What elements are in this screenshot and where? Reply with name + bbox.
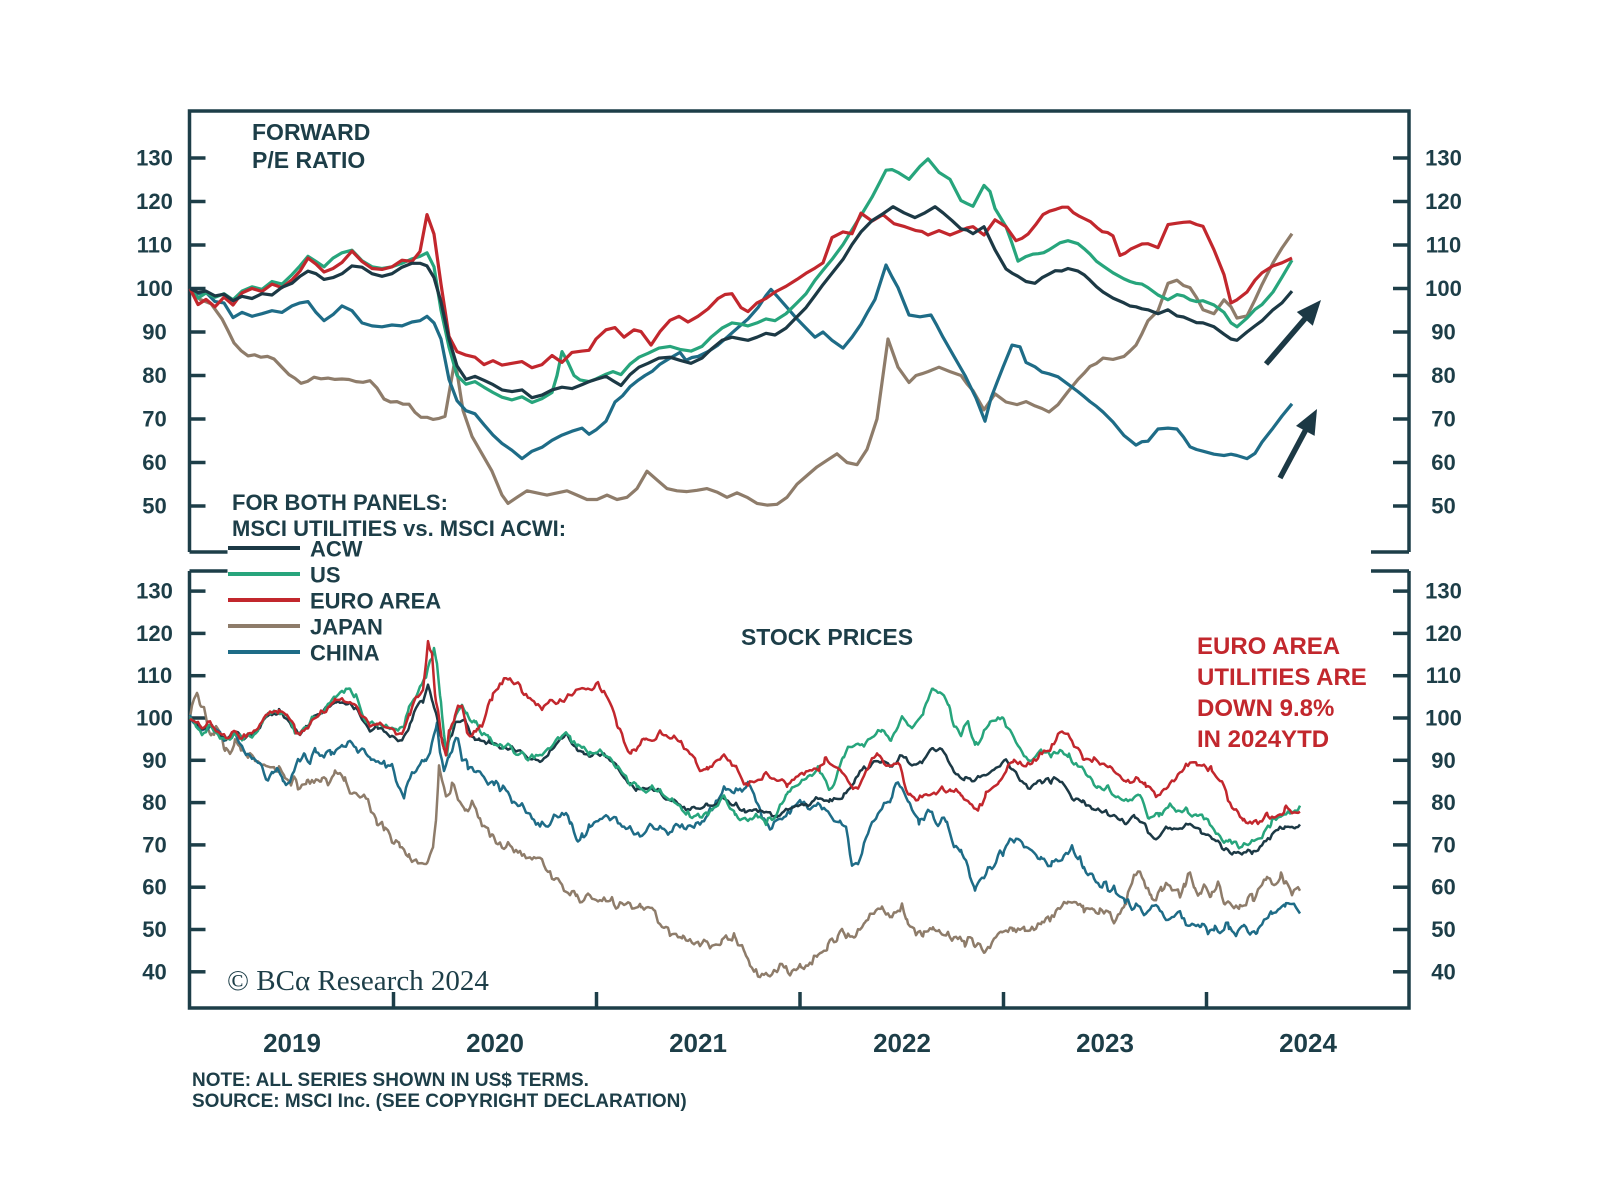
svg-text:110: 110 bbox=[1426, 663, 1462, 688]
svg-text:80: 80 bbox=[1431, 363, 1455, 388]
svg-text:IN 2024YTD: IN 2024YTD bbox=[1197, 726, 1329, 753]
svg-text:50: 50 bbox=[1431, 494, 1455, 519]
svg-text:2022: 2022 bbox=[873, 1028, 931, 1058]
svg-text:110: 110 bbox=[137, 233, 173, 258]
svg-text:110: 110 bbox=[1426, 233, 1462, 258]
svg-text:120: 120 bbox=[1425, 189, 1462, 214]
svg-text:40: 40 bbox=[1431, 959, 1455, 984]
svg-text:2024: 2024 bbox=[1279, 1028, 1337, 1058]
svg-text:130: 130 bbox=[1425, 146, 1462, 171]
svg-text:120: 120 bbox=[136, 621, 173, 646]
svg-text:100: 100 bbox=[136, 276, 173, 301]
svg-text:2023: 2023 bbox=[1076, 1028, 1134, 1058]
svg-text:70: 70 bbox=[142, 832, 166, 857]
svg-text:FORWARD: FORWARD bbox=[252, 119, 370, 145]
svg-text:50: 50 bbox=[142, 494, 166, 519]
svg-text:90: 90 bbox=[1431, 748, 1455, 773]
svg-text:60: 60 bbox=[142, 875, 166, 900]
svg-text:CHINA: CHINA bbox=[310, 641, 380, 666]
svg-text:130: 130 bbox=[136, 579, 173, 604]
svg-text:NOTE: ALL SERIES SHOWN IN US$: NOTE: ALL SERIES SHOWN IN US$ TERMS. bbox=[192, 1070, 589, 1091]
svg-text:MSCI UTILITIES vs. MSCI ACWI:: MSCI UTILITIES vs. MSCI ACWI: bbox=[232, 516, 566, 541]
svg-text:50: 50 bbox=[1431, 917, 1455, 942]
svg-text:130: 130 bbox=[136, 146, 173, 171]
svg-text:EURO AREA: EURO AREA bbox=[310, 589, 441, 614]
svg-text:60: 60 bbox=[1431, 875, 1455, 900]
svg-text:90: 90 bbox=[1431, 320, 1455, 345]
svg-text:50: 50 bbox=[142, 917, 166, 942]
svg-text:2020: 2020 bbox=[466, 1028, 524, 1058]
svg-text:60: 60 bbox=[142, 450, 166, 475]
svg-text:JAPAN: JAPAN bbox=[310, 615, 383, 640]
svg-text:70: 70 bbox=[142, 407, 166, 432]
svg-text:FOR BOTH PANELS:: FOR BOTH PANELS: bbox=[232, 490, 448, 515]
svg-text:80: 80 bbox=[1431, 790, 1455, 815]
svg-text:70: 70 bbox=[1431, 407, 1455, 432]
svg-text:ACW: ACW bbox=[310, 537, 363, 562]
svg-text:100: 100 bbox=[136, 706, 173, 731]
svg-text:US: US bbox=[310, 563, 341, 588]
svg-text:P/E RATIO: P/E RATIO bbox=[252, 147, 365, 173]
svg-text:90: 90 bbox=[142, 320, 166, 345]
svg-text:DOWN 9.8%: DOWN 9.8% bbox=[1197, 695, 1334, 722]
svg-text:STOCK PRICES: STOCK PRICES bbox=[741, 624, 913, 650]
svg-text:SOURCE: MSCI Inc. (SEE COPYRIG: SOURCE: MSCI Inc. (SEE COPYRIGHT DECLARA… bbox=[192, 1091, 687, 1112]
svg-text:80: 80 bbox=[142, 790, 166, 815]
svg-text:100: 100 bbox=[1425, 276, 1462, 301]
svg-text:2021: 2021 bbox=[669, 1028, 727, 1058]
svg-text:110: 110 bbox=[137, 663, 173, 688]
svg-text:© BCα Research 2024: © BCα Research 2024 bbox=[227, 965, 489, 997]
svg-text:2019: 2019 bbox=[263, 1028, 321, 1058]
svg-text:80: 80 bbox=[142, 363, 166, 388]
svg-text:EURO AREA: EURO AREA bbox=[1197, 633, 1340, 660]
svg-text:UTILITIES ARE: UTILITIES ARE bbox=[1197, 664, 1367, 691]
svg-text:130: 130 bbox=[1425, 579, 1462, 604]
svg-text:100: 100 bbox=[1425, 706, 1462, 731]
svg-text:120: 120 bbox=[1425, 621, 1462, 646]
svg-text:90: 90 bbox=[142, 748, 166, 773]
svg-text:60: 60 bbox=[1431, 450, 1455, 475]
svg-text:40: 40 bbox=[142, 959, 166, 984]
svg-text:70: 70 bbox=[1431, 832, 1455, 857]
svg-text:120: 120 bbox=[136, 189, 173, 214]
